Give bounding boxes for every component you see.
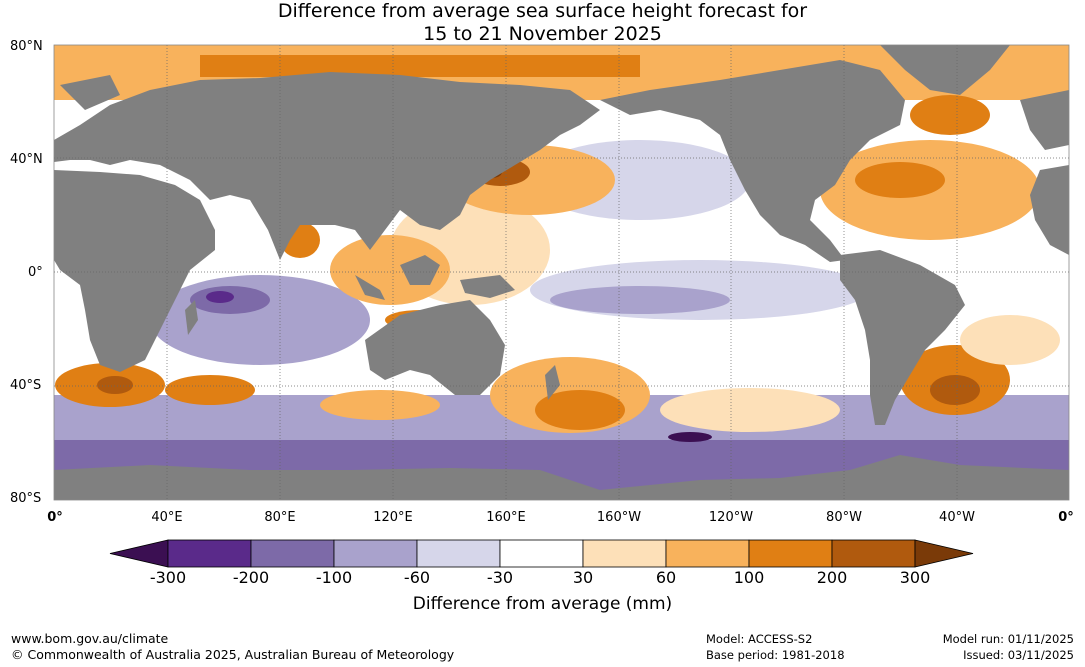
land-japan — [470, 145, 500, 175]
southeast-pacific-light — [660, 388, 840, 432]
agulhas-positive-core — [97, 376, 133, 394]
land-borneo — [400, 255, 440, 285]
colorbar-extend-low — [109, 539, 169, 568]
lon-label-40e: 40°E — [151, 510, 183, 525]
map-area — [54, 45, 1069, 500]
colorbar-bin-1 — [167, 539, 252, 568]
colorbar-tick-m200: -200 — [232, 568, 270, 587]
footer-model: Model: ACCESS-S2 — [706, 632, 813, 646]
title-line-1: Difference from average sea surface heig… — [277, 0, 808, 22]
south-australia-positive — [320, 390, 440, 420]
title-line-2: 15 to 21 November 2025 — [423, 23, 662, 45]
indian-ocean-negative — [150, 275, 370, 365]
colorbar-bin-6 — [582, 539, 667, 568]
land-new-guinea — [460, 275, 515, 298]
colorbar-tick-m60: -60 — [403, 568, 431, 587]
colorbar-bin-7 — [665, 539, 750, 568]
south-atlantic-positive-core — [930, 375, 980, 405]
footer-website: www.bom.gov.au/climate — [11, 631, 169, 646]
lon-label-80e: 80°E — [264, 510, 296, 525]
land-africa — [54, 170, 215, 372]
colorbar-tick-m30: -30 — [486, 568, 514, 587]
footer-model-run: Model run: 01/11/2025 — [942, 632, 1074, 646]
land-europe — [1020, 90, 1069, 150]
graticule — [54, 45, 1069, 500]
gulf-stream-positive — [855, 162, 945, 198]
land-new-zealand — [545, 365, 560, 400]
colorbar-tick-m100: -100 — [315, 568, 353, 587]
colorbar-bin-8 — [748, 539, 833, 568]
land-greenland — [880, 45, 1010, 95]
colorbar-bin-5 — [499, 539, 584, 568]
pacific-equatorial-core — [550, 286, 730, 314]
arctic-anomaly-strong — [200, 55, 640, 77]
footer-copyright: © Commonwealth of Australia 2025, Austra… — [11, 647, 455, 662]
south-pacific-positive-core — [535, 390, 625, 430]
colorbar — [109, 539, 974, 568]
lat-label-80n: 80°N — [10, 39, 43, 54]
land-sumatra — [355, 275, 385, 300]
lon-label-120w: 120°W — [708, 510, 754, 525]
colorbar-bin-4 — [416, 539, 501, 568]
lat-label-40n: 40°N — [10, 152, 43, 167]
indonesia-positive — [330, 235, 450, 305]
colorbar-tick-m300: -300 — [149, 568, 187, 587]
colorbar-tick-60: 60 — [655, 568, 677, 587]
lon-label-120e: 120°E — [373, 510, 413, 525]
colorbar-tick-300: 300 — [899, 568, 931, 587]
land — [54, 45, 1069, 500]
colorbar-bin-9 — [831, 539, 916, 568]
south-indian-positive — [165, 375, 255, 405]
lon-label-0-east: 0° — [1058, 510, 1074, 525]
lat-label-40s: 40°S — [10, 378, 42, 393]
labrador-positive — [910, 95, 990, 135]
colorbar-extend-high — [914, 539, 974, 568]
lon-label-40w: 40°W — [939, 510, 975, 525]
colorbar-bin-2 — [250, 539, 335, 568]
map-frame — [53, 44, 1070, 501]
lon-label-0-west: 0° — [47, 510, 63, 525]
colorbar-tick-200: 200 — [816, 568, 848, 587]
map-title: Difference from average sea surface heig… — [0, 0, 1085, 46]
colorbar-title: Difference from average (mm) — [412, 594, 673, 614]
land-antarctica — [54, 455, 1069, 500]
land-svalbard — [60, 75, 120, 110]
colorbar-tick-100: 100 — [733, 568, 765, 587]
footer-base-period: Base period: 1981-2018 — [706, 648, 845, 662]
footer-issued: Issued: 03/11/2025 — [963, 648, 1074, 662]
lon-label-160w: 160°W — [596, 510, 642, 525]
colorbar-tick-30: 30 — [572, 568, 594, 587]
indian-ocean-min — [206, 291, 234, 303]
lat-label-0: 0° — [28, 265, 43, 280]
south-atlantic-light — [960, 315, 1060, 365]
land-south-america — [840, 250, 965, 425]
southeast-pacific-min — [668, 432, 712, 442]
land-eurasia — [54, 72, 600, 260]
colorbar-bin-3 — [333, 539, 418, 568]
land-madagascar — [185, 300, 198, 335]
lon-label-80w: 80°W — [826, 510, 862, 525]
lat-label-80s: 80°S — [10, 491, 42, 506]
land-australia — [365, 300, 505, 395]
land-north-america — [600, 60, 905, 262]
lon-label-160e: 160°E — [486, 510, 526, 525]
land-west-africa — [1030, 165, 1069, 255]
